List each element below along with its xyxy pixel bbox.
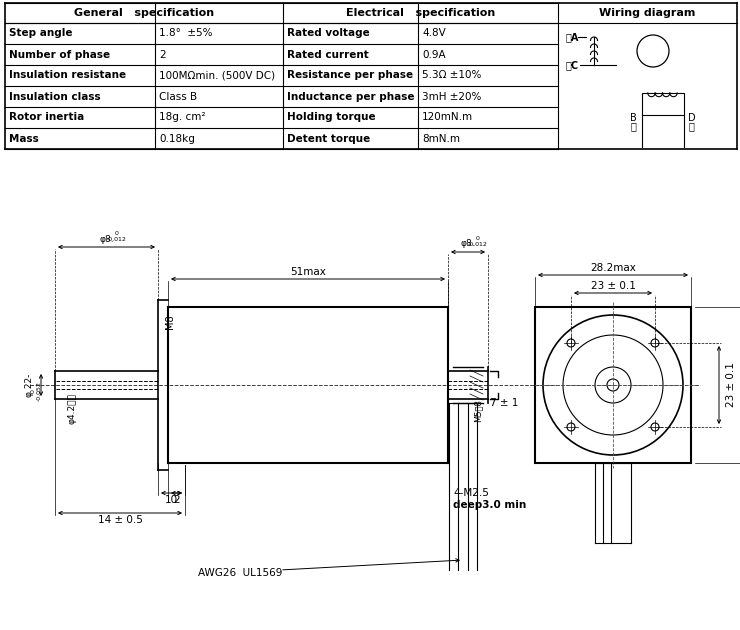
Text: Mass: Mass <box>9 134 38 144</box>
Text: 120mN.m: 120mN.m <box>422 113 473 122</box>
Text: 4-M2.5: 4-M2.5 <box>453 488 489 498</box>
Text: φ8.: φ8. <box>99 234 114 244</box>
Text: 14 ± 0.5: 14 ± 0.5 <box>98 515 142 525</box>
Text: Insulation class: Insulation class <box>9 91 101 101</box>
Text: Rotor inertia: Rotor inertia <box>9 113 84 122</box>
Text: Rated voltage: Rated voltage <box>287 28 370 38</box>
Text: 0.18kg: 0.18kg <box>159 134 195 144</box>
Text: Number of phase: Number of phase <box>9 50 110 59</box>
Text: 51max: 51max <box>290 267 326 277</box>
Text: D: D <box>687 113 696 123</box>
Text: General   specification: General specification <box>74 8 214 18</box>
Text: 28.2max: 28.2max <box>590 263 636 273</box>
Text: 棕C: 棕C <box>566 60 579 70</box>
Text: 0
-0.052: 0 -0.052 <box>30 381 41 401</box>
Text: 黄: 黄 <box>630 121 636 131</box>
Text: 红A: 红A <box>566 32 579 42</box>
Text: 5.3Ω ±10%: 5.3Ω ±10% <box>422 71 482 81</box>
Text: B: B <box>630 113 637 123</box>
Text: 7 ± 1: 7 ± 1 <box>490 398 518 408</box>
Text: 2: 2 <box>159 50 166 59</box>
Text: Holding torque: Holding torque <box>287 113 376 122</box>
Text: 0
-0.012: 0 -0.012 <box>468 236 488 247</box>
Text: AWG26  UL1569: AWG26 UL1569 <box>198 568 282 578</box>
Text: Step angle: Step angle <box>9 28 73 38</box>
Text: 10: 10 <box>165 495 178 505</box>
Bar <box>535 307 691 463</box>
Text: 3mH ±20%: 3mH ±20% <box>422 91 482 101</box>
Text: φ 22-: φ 22- <box>24 374 33 397</box>
Text: Detent torque: Detent torque <box>287 134 370 144</box>
Text: M8: M8 <box>165 315 175 329</box>
Text: 100MΩmin. (500V DC): 100MΩmin. (500V DC) <box>159 71 275 81</box>
Text: Class B: Class B <box>159 91 197 101</box>
Text: 0
-0.012: 0 -0.012 <box>107 231 127 242</box>
Text: deep3.0 min: deep3.0 min <box>453 500 526 510</box>
Bar <box>642 93 684 115</box>
Text: 4.8V: 4.8V <box>422 28 445 38</box>
Text: Wiring diagram: Wiring diagram <box>599 8 696 18</box>
Text: 2: 2 <box>173 495 180 505</box>
Text: 1.8°  ±5%: 1.8° ±5% <box>159 28 212 38</box>
Text: 23 ± 0.1: 23 ± 0.1 <box>726 362 736 408</box>
Text: Rated current: Rated current <box>287 50 369 59</box>
Text: 0.9A: 0.9A <box>422 50 445 59</box>
Text: φ8.: φ8. <box>461 239 475 248</box>
Text: Resistance per phase: Resistance per phase <box>287 71 413 81</box>
Text: 23 ± 0.1: 23 ± 0.1 <box>591 281 636 291</box>
Text: M5深8: M5深8 <box>474 399 482 423</box>
Text: Inductance per phase: Inductance per phase <box>287 91 414 101</box>
Text: 18g. cm²: 18g. cm² <box>159 113 206 122</box>
Text: Electrical   specification: Electrical specification <box>346 8 495 18</box>
Text: φ4.2通孔: φ4.2通孔 <box>67 394 76 425</box>
Text: 绿: 绿 <box>688 121 694 131</box>
Text: 8mN.m: 8mN.m <box>422 134 460 144</box>
Text: Insulation resistane: Insulation resistane <box>9 71 126 81</box>
